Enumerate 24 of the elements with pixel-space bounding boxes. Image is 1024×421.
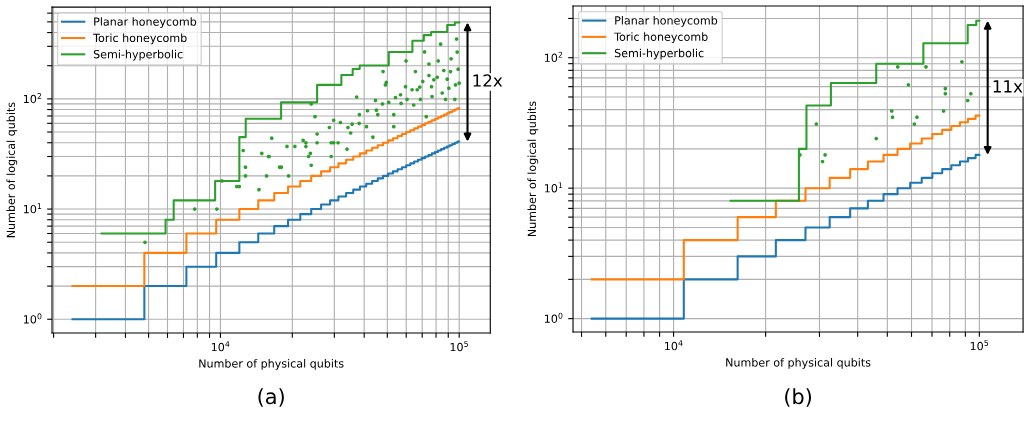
x-tick-label: 10$^{5}$: [970, 340, 989, 351]
x-axis-title: Number of physical qubits: [726, 358, 871, 369]
y-axis-title: Number of logical qubits: [6, 102, 18, 238]
x-tick-label: 10$^{5}$: [450, 341, 468, 352]
annotation: 11x: [993, 80, 1023, 93]
text: (a): [258, 388, 284, 407]
annotation: 12x: [473, 74, 503, 87]
y-tick-label: 10$^{2}$: [544, 51, 563, 63]
y-tick-label: 10$^{0}$: [23, 313, 42, 324]
legend-label: Planar honeycomb: [615, 16, 718, 27]
y-axis-title: Number of logical qubits: [527, 101, 539, 237]
legend-label: Toric honeycomb: [93, 33, 187, 45]
x-tick-label: 10$^{4}$: [211, 341, 230, 352]
legend-label: Planar honeycomb: [94, 17, 197, 28]
legend-label: Semi-hyperbolic: [93, 49, 183, 61]
y-tick-label: 10$^{2}$: [23, 92, 42, 104]
x-axis-title: Number of physical qubits: [199, 359, 344, 370]
legend-label: Semi-hyperbolic: [614, 48, 704, 60]
y-tick-label: 10$^{1}$: [23, 203, 42, 214]
x-tick-label: 10$^{4}$: [665, 340, 683, 351]
legend-label: Toric honeycomb: [614, 32, 708, 44]
y-tick-label: 10$^{1}$: [544, 182, 563, 193]
text: (b): [785, 388, 811, 407]
y-tick-label: 10$^{0}$: [544, 312, 563, 323]
